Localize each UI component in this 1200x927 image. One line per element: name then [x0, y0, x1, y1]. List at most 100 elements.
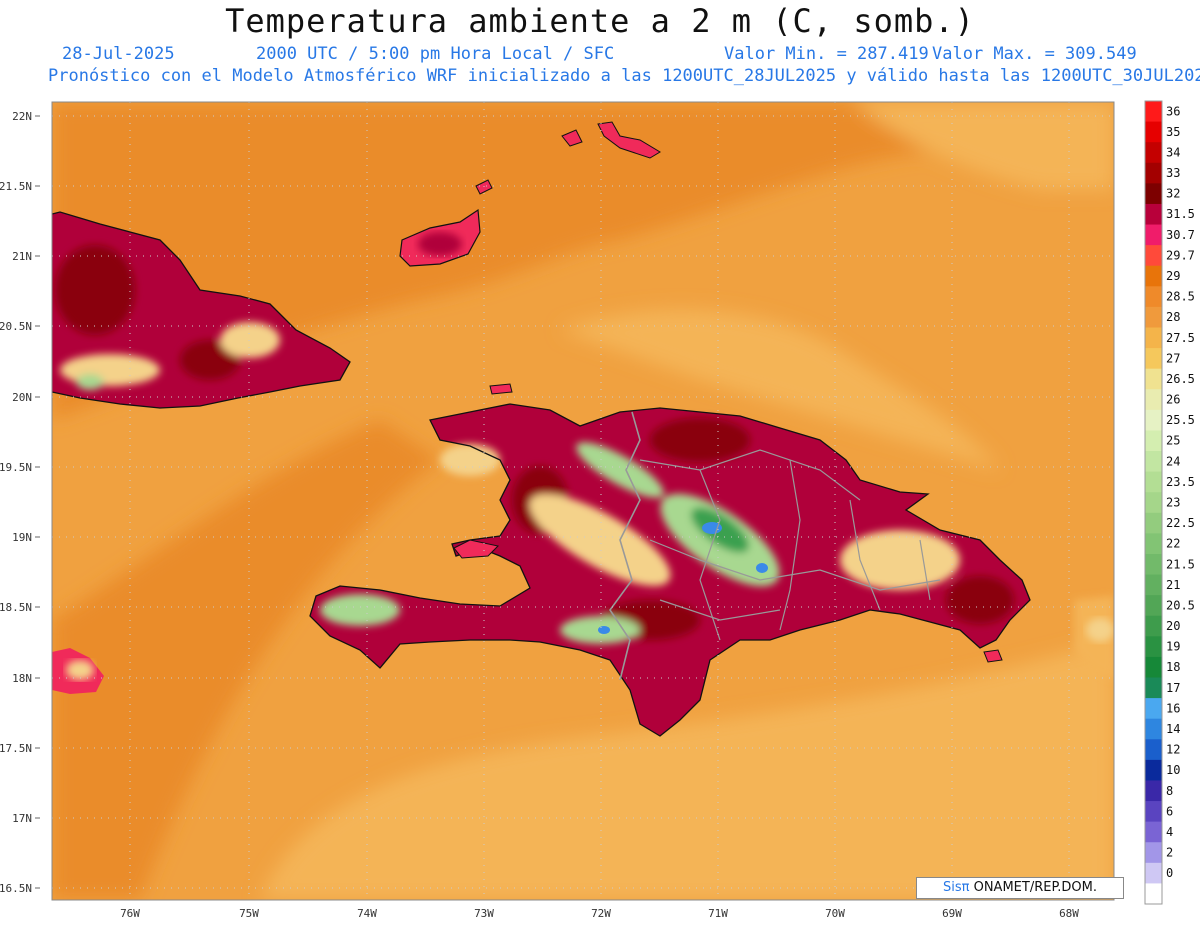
colorbar-level-label: 33: [1166, 166, 1180, 180]
lat-label: 19.5N: [0, 461, 32, 474]
colorbar-level-label: 8: [1166, 784, 1173, 798]
lon-label: 76W: [120, 907, 140, 920]
colorbar-level-label: 26: [1166, 393, 1180, 407]
colorbar-level-label: 34: [1166, 145, 1180, 159]
jamaica-mild-patch: [66, 660, 94, 680]
colorbar-level-label: 10: [1166, 763, 1180, 777]
colorbar-swatch: [1145, 492, 1162, 514]
credit-org: ONAMET/REP.DOM.: [969, 880, 1097, 895]
colorbar-swatch: [1145, 698, 1162, 720]
map-frame: [51, 101, 1115, 901]
model-info: Pronóstico con el Modelo Atmosférico WRF…: [48, 66, 1200, 86]
lat-label: 20N: [12, 391, 32, 404]
colorbar-level-label: 20: [1166, 619, 1180, 633]
colorbar-level-label: 23.5: [1166, 475, 1195, 489]
colorbar-level-label: 28: [1166, 310, 1180, 324]
colorbar-level-label: 6: [1166, 804, 1173, 818]
colorbar-level-label: 32: [1166, 187, 1180, 201]
colorbar-swatch: [1145, 677, 1162, 699]
colorbar-swatch: [1145, 306, 1162, 329]
cuba-cool-patch: [76, 374, 104, 390]
lon-label: 71W: [708, 907, 728, 920]
colorbar-level-label: 17: [1166, 681, 1180, 695]
ocean-band-cool-north: [560, 309, 1000, 470]
east-mild-plain: [840, 530, 960, 590]
colorbar-swatch: [1145, 348, 1162, 370]
province-border-7: [659, 599, 781, 621]
colorbar-level-label: 24: [1166, 454, 1180, 468]
northwest-mild-patch: [440, 444, 500, 476]
ocean-band-warm-west: [52, 420, 440, 900]
colorbar-swatch: [1145, 842, 1162, 864]
cold-spot-south: [598, 626, 610, 634]
colorbar-level-label: 36: [1166, 104, 1180, 118]
lon-label: 69W: [942, 907, 962, 920]
colorbar-level-label: 18: [1166, 660, 1180, 674]
colorbar-swatch: [1145, 595, 1162, 617]
south-peninsula-cool: [320, 594, 400, 626]
lat-label: 21N: [12, 250, 32, 263]
colorbar-level-label: 25.5: [1166, 413, 1195, 427]
north-cool-ridge: [576, 442, 664, 498]
colorbar-level-label: 23: [1166, 496, 1180, 510]
caicos-island-west: [561, 129, 583, 147]
lon-label: 70W: [825, 907, 845, 920]
forecast-time: 2000 UTC / 5:00 pm Hora Local / SFC: [256, 44, 615, 64]
province-border-2: [649, 539, 941, 591]
colorbar-level-label: 21: [1166, 578, 1180, 592]
colorbar-swatch: [1145, 265, 1162, 287]
cuba-mild-patch: [220, 322, 280, 358]
puerto-rico-mild-patch: [1086, 618, 1114, 642]
colorbar-swatch: [1145, 821, 1162, 843]
min-value: Valor Min. = 287.419: [724, 44, 929, 64]
lon-label: 68W: [1059, 907, 1079, 920]
lat-label: 20.5N: [0, 320, 32, 333]
colorbar-swatch: [1145, 162, 1162, 184]
colorbar-frame: [1144, 100, 1163, 905]
colorbar-level-label: 26.5: [1166, 372, 1195, 386]
lat-label: 22N: [12, 110, 32, 123]
cuba-coastline: [52, 211, 351, 409]
colorbar-level-label: 2: [1166, 846, 1173, 860]
colorbar-swatch: [1145, 101, 1162, 123]
saona-island: [983, 649, 1003, 663]
colorbar-level-label: 30.7: [1166, 228, 1195, 242]
colorbar-swatch: [1145, 615, 1162, 637]
longitude-axis: 76W 75W 74W 73W 72W 71W 70W 69W 68W: [120, 907, 1079, 920]
colorbar-swatch: [1145, 656, 1162, 679]
colorbar-swatch: [1145, 224, 1162, 246]
latitude-ticks: [35, 115, 40, 889]
hispaniola-landmass: [309, 383, 1031, 737]
colorbar-swatch: [1145, 430, 1162, 452]
lat-label: 18.5N: [0, 601, 32, 614]
province-border-3: [699, 469, 721, 641]
cold-spot-north: [702, 522, 722, 534]
colorbar-swatch: [1145, 183, 1162, 205]
east-hot-core: [946, 576, 1014, 624]
colorbar-level-label: 25: [1166, 434, 1180, 448]
colorbar-swatch: [1145, 121, 1162, 143]
credit-box: Sisπ ONAMET/REP.DOM.: [916, 877, 1124, 899]
lat-label: 17N: [12, 812, 32, 825]
colorbar-swatch: [1145, 286, 1162, 308]
map-field: [52, 102, 1114, 900]
lat-label: 19N: [12, 531, 32, 544]
colorbar-level-label: 20.5: [1166, 598, 1195, 612]
province-border-1: [639, 449, 861, 501]
colorbar-level-label: 22.5: [1166, 516, 1195, 530]
ocean-band-cool-south: [260, 640, 1114, 900]
lat-label: 21.5N: [0, 180, 32, 193]
colorbar-level-label: 14: [1166, 722, 1180, 736]
province-border-6: [919, 539, 931, 601]
lat-label: 17.5N: [0, 742, 32, 755]
colorbar-swatch: [1145, 471, 1162, 493]
province-borders: [639, 449, 941, 641]
colorbar-swatch: [1145, 512, 1162, 534]
ocean-band-cool-ne: [852, 102, 1114, 190]
great-inagua-hot-core: [418, 232, 462, 256]
colorbar-swatch: [1145, 203, 1162, 226]
colorbar-swatch: [1145, 780, 1162, 802]
colorbar-swatch: [1145, 409, 1162, 432]
colorbar-swatch: [1145, 245, 1162, 267]
colorbar-swatch: [1145, 368, 1162, 390]
